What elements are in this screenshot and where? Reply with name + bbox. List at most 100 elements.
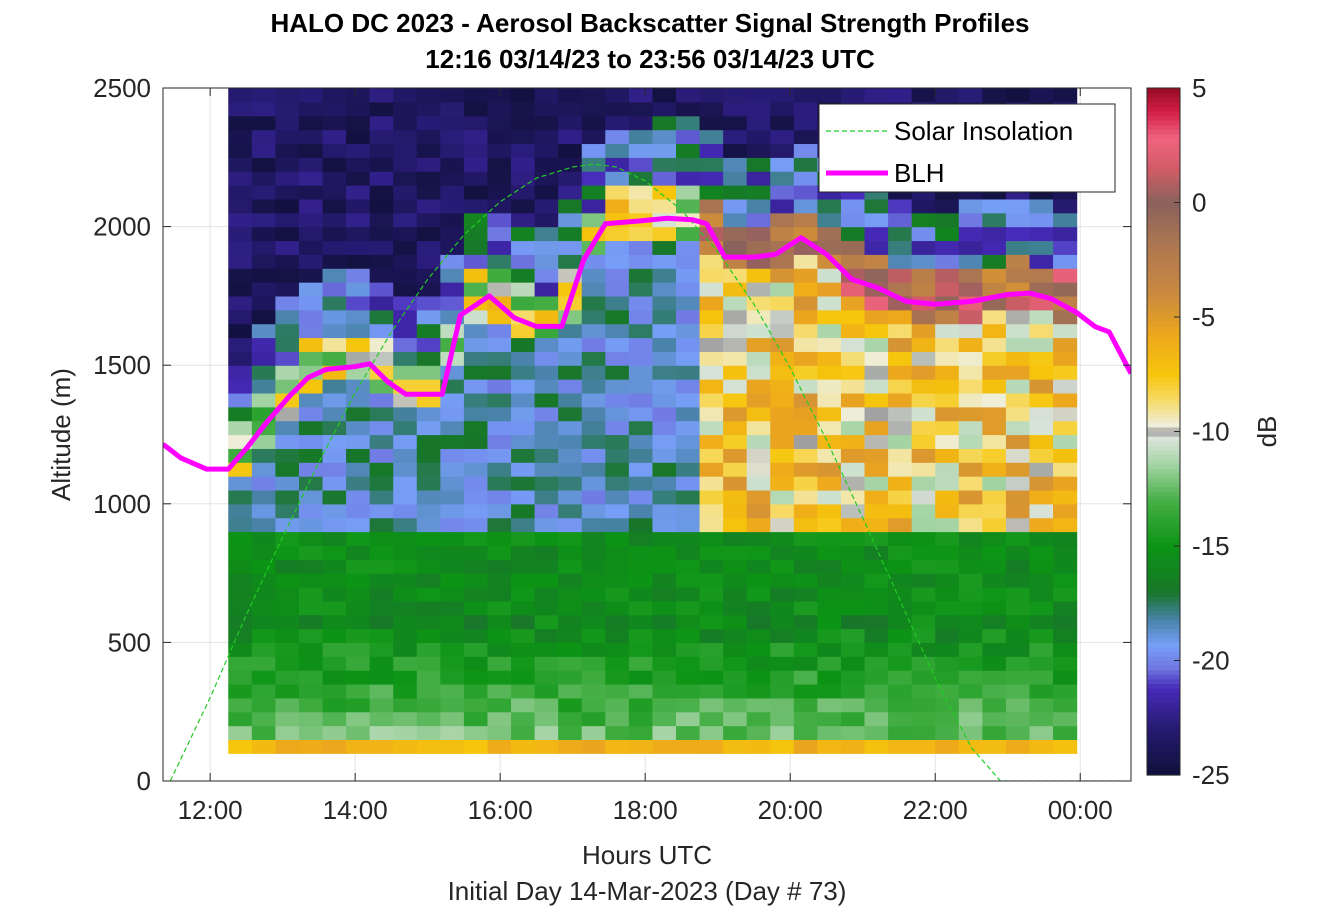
heatmap-cell xyxy=(1029,628,1054,643)
heatmap-cell xyxy=(676,628,701,643)
heatmap-cell xyxy=(346,600,371,616)
heatmap-cell xyxy=(275,573,300,588)
heatmap-cell xyxy=(440,600,465,616)
heatmap-cell xyxy=(982,476,1007,491)
heatmap-cell xyxy=(581,725,606,741)
heatmap-cell xyxy=(322,129,347,145)
heatmap-cell xyxy=(723,642,748,657)
colorbar-segment xyxy=(1147,527,1180,533)
heatmap-cell xyxy=(840,295,866,311)
heatmap-cell xyxy=(793,517,818,533)
colorbar-segment xyxy=(1147,156,1180,162)
heatmap-cell xyxy=(346,476,371,491)
colorbar-segment xyxy=(1147,353,1180,359)
heatmap-cell xyxy=(982,448,1007,463)
colorbar-segment xyxy=(1147,509,1180,515)
heatmap-cell xyxy=(958,240,983,255)
heatmap-cell xyxy=(840,628,866,643)
heatmap-cell xyxy=(770,295,795,311)
heatmap-cell xyxy=(958,489,983,505)
heatmap-cell xyxy=(534,573,559,588)
heatmap-cell xyxy=(369,697,394,713)
heatmap-cell xyxy=(911,226,936,242)
heatmap-cell xyxy=(935,670,960,685)
heatmap-cell xyxy=(746,392,771,408)
heatmap-cell xyxy=(558,254,583,269)
heatmap-cell xyxy=(558,115,583,131)
heatmap-cell xyxy=(581,309,606,325)
heatmap-cell xyxy=(346,406,371,422)
heatmap-cell xyxy=(676,559,701,574)
heatmap-cell xyxy=(511,268,536,283)
heatmap-cell xyxy=(888,351,913,366)
heatmap-cell xyxy=(676,711,701,727)
heatmap-cell xyxy=(652,420,677,436)
heatmap-cell xyxy=(298,406,324,422)
heatmap-cell xyxy=(534,628,559,643)
heatmap-cell xyxy=(935,489,960,505)
heatmap-cell xyxy=(251,323,276,339)
heatmap-cell xyxy=(558,171,583,186)
heatmap-cell xyxy=(369,406,394,422)
heatmap-cell xyxy=(322,226,347,242)
heatmap-cell xyxy=(534,392,559,408)
colorbar-segment xyxy=(1147,591,1180,597)
colorbar-segment xyxy=(1147,367,1180,373)
heatmap-cell xyxy=(935,517,960,533)
heatmap-cell xyxy=(558,683,583,699)
heatmap-cell xyxy=(628,517,654,533)
heatmap-cell xyxy=(487,531,512,546)
heatmap-cell xyxy=(369,240,394,255)
heatmap-cell xyxy=(723,517,748,533)
heatmap-cell xyxy=(888,309,913,325)
heatmap-cell xyxy=(699,531,724,546)
heatmap-cell xyxy=(275,406,300,422)
y-tick-label: 2500 xyxy=(93,73,151,103)
heatmap-cell xyxy=(1029,517,1054,533)
heatmap-cell xyxy=(228,489,253,505)
heatmap-cell xyxy=(463,462,489,477)
heatmap-cell xyxy=(322,462,347,477)
heatmap-cell xyxy=(581,212,606,228)
heatmap-cell xyxy=(652,240,677,255)
heatmap-cell xyxy=(558,420,583,436)
heatmap-cell xyxy=(416,143,441,158)
heatmap-cell xyxy=(322,628,347,643)
heatmap-cell xyxy=(793,586,818,602)
heatmap-cell xyxy=(322,517,347,533)
heatmap-cell xyxy=(558,476,583,491)
heatmap-cell xyxy=(723,226,748,242)
heatmap-cell xyxy=(369,129,394,145)
heatmap-cell xyxy=(1005,295,1031,311)
heatmap-cell xyxy=(463,725,489,741)
heatmap-cell xyxy=(888,683,913,699)
heatmap-cell xyxy=(369,545,394,560)
heatmap-cell xyxy=(463,115,489,131)
heatmap-cell xyxy=(275,434,300,449)
heatmap-cell xyxy=(416,365,441,380)
heatmap-cell xyxy=(581,143,606,158)
heatmap-cell xyxy=(1029,670,1054,685)
heatmap-cell xyxy=(888,392,913,408)
heatmap-cell xyxy=(723,503,748,519)
heatmap-cell xyxy=(911,268,936,283)
heatmap-cell xyxy=(628,323,654,339)
heatmap-cell xyxy=(793,711,818,727)
colorbar-segment xyxy=(1147,477,1180,483)
heatmap-cell xyxy=(723,628,748,643)
heatmap-cell xyxy=(888,282,913,297)
heatmap-cell xyxy=(463,517,489,533)
heatmap-cell xyxy=(487,503,512,519)
heatmap-cell xyxy=(1029,725,1054,741)
heatmap-cell xyxy=(251,503,276,519)
heatmap-cell xyxy=(628,420,654,436)
heatmap-cell xyxy=(534,254,559,269)
heatmap-cell xyxy=(1005,517,1031,533)
heatmap-cell xyxy=(1029,489,1054,505)
heatmap-cell xyxy=(958,725,983,741)
heatmap-cell xyxy=(770,420,795,436)
heatmap-cell xyxy=(840,282,866,297)
y-tick-label: 2000 xyxy=(93,212,151,242)
colorbar-segment xyxy=(1147,234,1180,240)
